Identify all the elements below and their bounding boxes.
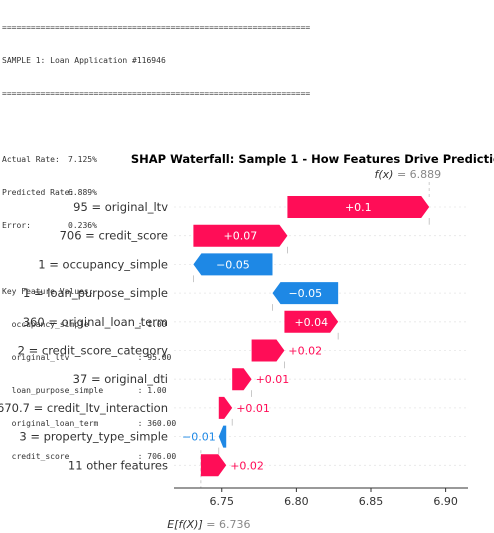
fx-annotation: f(x) = 6.889 [375, 168, 442, 181]
key-feature-loan-term: original_loan_term: 360.00 [11, 419, 177, 428]
key-feature-credit-score: credit_score: 706.00 [11, 452, 177, 461]
shap-waterfall-chart: SHAP Waterfall: Sample 1 - How Features … [0, 152, 494, 531]
waterfall-bar [251, 339, 285, 362]
value-label: +0.04 [294, 316, 328, 329]
feature-label: 706 = credit_score [60, 229, 168, 243]
waterfall-bars: 95 = original_ltv +0.1 706 = credit_score +… [0, 196, 430, 477]
chart-title: SHAP Waterfall: Sample 1 - How Features … [131, 152, 494, 166]
separator-line: ========================================… [2, 89, 311, 98]
waterfall-bar [272, 282, 339, 305]
console-output: ========================================… [2, 0, 492, 473]
stat-error: Error: 0.236% [2, 221, 97, 230]
base-label: E[f(X)] [167, 518, 203, 531]
x-tick-label: 6.85 [359, 495, 384, 508]
base-value: = 6.736 [206, 518, 250, 531]
fx-value: = 6.889 [397, 168, 441, 181]
key-features-heading: Key Feature Values: [2, 287, 94, 296]
waterfall-bar [232, 368, 252, 391]
value-label: +0.02 [288, 345, 322, 358]
value-label: +0.1 [345, 201, 372, 214]
feature-label: 95 = original_ltv [73, 200, 168, 214]
key-feature-occupancy: occupancy_simple: 1.00 [11, 320, 167, 329]
feature-label: 3 = property_type_simple [19, 430, 168, 444]
feature-label: 37 = original_dti [73, 372, 168, 386]
stat-actual-rate: Actual Rate: 7.125% [2, 155, 97, 164]
waterfall-bar [200, 454, 227, 477]
feature-label: 1 = loan_purpose_simple [23, 286, 168, 300]
value-label: −0.05 [288, 287, 322, 300]
stat-predicted-rate: Predicted Rate:6.889% [2, 188, 97, 197]
waterfall-bar [287, 196, 430, 218]
value-label: +0.02 [230, 459, 264, 472]
waterfall-bar [218, 396, 233, 419]
waterfall-bar [218, 425, 227, 448]
x-tick-label: 6.90 [433, 495, 458, 508]
x-tick-label: 6.80 [284, 495, 309, 508]
key-feature-ltv: original_ltv: 95.00 [11, 353, 172, 362]
x-tick-label: 6.75 [210, 495, 235, 508]
feature-label: 360 = original_loan_term [23, 315, 168, 329]
waterfall-bar [193, 224, 288, 247]
value-label: −0.01 [182, 431, 216, 444]
fx-label: f(x) [375, 168, 394, 181]
feature-label: 670.7 = credit_ltv_interaction [0, 401, 168, 415]
key-feature-loan-purpose: loan_purpose_simple: 1.00 [11, 386, 167, 395]
base-value-annotation: E[f(X)] = 6.736 [167, 518, 250, 531]
waterfall-bar [284, 310, 339, 333]
feature-label: 11 other features [68, 458, 168, 472]
sample-title: SAMPLE 1: Loan Application #116946 [2, 56, 166, 65]
value-label: +0.01 [236, 402, 270, 415]
x-axis: 6.75 6.80 6.85 6.90 [174, 487, 468, 508]
feature-label: 1 = occupancy_simple [38, 257, 168, 271]
value-label: +0.01 [256, 373, 290, 386]
separator-line: ========================================… [2, 23, 311, 32]
value-label: +0.07 [224, 230, 258, 243]
waterfall-bar [193, 253, 273, 276]
value-label: −0.05 [216, 258, 250, 271]
feature-label: 2 = credit_score_category [18, 344, 169, 358]
